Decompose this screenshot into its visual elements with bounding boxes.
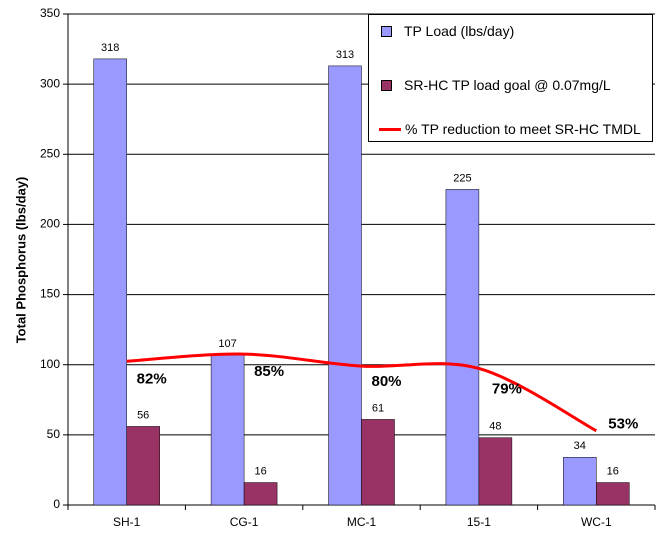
legend: TP Load (lbs/day) SR-HC TP load goal @ 0.… xyxy=(368,14,653,142)
y-tick-label: 150 xyxy=(40,287,60,301)
legend-label: % TP reduction to meet SR-HC TMDL xyxy=(405,121,641,137)
y-tick-label: 250 xyxy=(40,146,60,160)
data-label: 107 xyxy=(218,338,236,350)
y-tick-label: 350 xyxy=(40,6,60,20)
legend-entry: SR-HC TP load goal @ 0.07mg/L xyxy=(379,77,646,93)
x-tick-label: SH-1 xyxy=(113,515,141,529)
data-label: 318 xyxy=(101,42,119,54)
legend-entry: TP Load (lbs/day) xyxy=(379,23,646,39)
y-tick-label: 50 xyxy=(47,427,61,441)
data-label: 313 xyxy=(336,49,354,61)
bar xyxy=(478,437,513,506)
bar xyxy=(328,65,362,506)
data-label: 16 xyxy=(254,465,266,477)
x-tick-label: WC-1 xyxy=(581,515,612,529)
y-axis-label: Total Phosphorus (lbs/day) xyxy=(13,177,28,344)
data-label: 34 xyxy=(574,440,586,452)
legend-swatch xyxy=(381,80,392,91)
bar xyxy=(210,354,245,506)
x-tick-label: MC-1 xyxy=(347,515,377,529)
bar xyxy=(126,426,160,506)
legend-swatch xyxy=(379,128,401,131)
y-tick-label: 100 xyxy=(40,357,60,371)
y-tick-label: 300 xyxy=(40,76,60,90)
bar xyxy=(596,482,630,506)
line-label: 80% xyxy=(371,373,401,390)
bar xyxy=(361,419,395,506)
legend-label: TP Load (lbs/day) xyxy=(404,23,515,39)
legend-swatch xyxy=(381,26,392,37)
y-tick-label: 200 xyxy=(40,217,60,231)
data-label: 56 xyxy=(137,409,149,421)
line-label: 85% xyxy=(254,363,284,380)
data-label: 16 xyxy=(607,465,619,477)
x-tick-label: 15-1 xyxy=(467,515,491,529)
data-label: 225 xyxy=(453,172,471,184)
line-label: 79% xyxy=(492,380,522,397)
bar xyxy=(93,58,127,506)
data-label: 48 xyxy=(489,421,501,433)
legend-entry: % TP reduction to meet SR-HC TMDL xyxy=(379,121,646,137)
bar xyxy=(243,482,278,506)
bar xyxy=(563,457,597,506)
line-label: 82% xyxy=(137,370,167,387)
line-label: 53% xyxy=(608,416,638,433)
bar xyxy=(445,189,480,506)
y-tick-label: 0 xyxy=(53,497,60,511)
x-tick-label: CG-1 xyxy=(230,515,259,529)
line xyxy=(126,352,598,433)
legend-label: SR-HC TP load goal @ 0.07mg/L xyxy=(404,77,611,93)
data-label: 61 xyxy=(372,402,384,414)
